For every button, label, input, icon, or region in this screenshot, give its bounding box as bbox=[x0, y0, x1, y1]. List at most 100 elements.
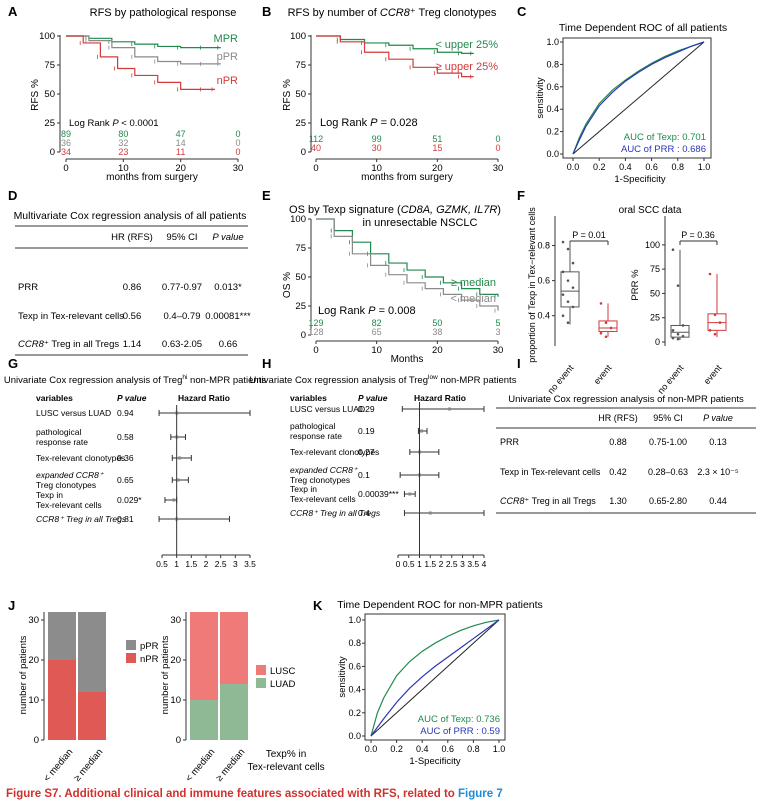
b-ytick-label: 50 bbox=[295, 89, 306, 100]
panel-i-header-p: P value bbox=[703, 413, 733, 423]
g-hr-point bbox=[178, 456, 182, 460]
b-ytick-label: 0 bbox=[301, 147, 306, 158]
h-xtick-label: 0.5 bbox=[403, 559, 415, 569]
panel-c-auc-texp: AUC of Texp: 0.701 bbox=[624, 132, 706, 143]
figure-caption-link[interactable]: Figure 7 bbox=[458, 788, 503, 800]
figure-caption-main: Figure S7. Additional clinical and immun… bbox=[6, 788, 459, 800]
f1-datapoint bbox=[571, 286, 575, 289]
a-xtick-label: 10 bbox=[118, 163, 129, 174]
panel-c: Time Dependent ROC of all patients sensi… bbox=[535, 22, 727, 185]
panel-h-title: Univariate Cox regression analysis of Tr… bbox=[250, 374, 517, 386]
panel-a-label-ppr: pPR bbox=[217, 51, 238, 63]
panel-c-auc-prr: AUC of PRR : 0.686 bbox=[621, 144, 706, 155]
panel-g-col-hr: Hazard Ratio bbox=[178, 393, 230, 403]
panel-j-ylabel-2: number of patients bbox=[160, 635, 171, 714]
panel-b-yticks: 100 75 50 25 0 bbox=[290, 31, 311, 158]
f2-datapoint bbox=[718, 321, 722, 324]
panel-i: Univariate Cox regression analysis of no… bbox=[496, 394, 756, 514]
panel-letter-h: H bbox=[262, 356, 271, 371]
panel-e-label-high: ≥ median bbox=[451, 277, 496, 289]
panel-i-row2-hr: 0.42 bbox=[609, 467, 627, 477]
h-variable-label: Treg clonotypes bbox=[290, 475, 350, 485]
panel-j-bars-2 bbox=[190, 612, 248, 740]
a-xtick-label: 30 bbox=[233, 163, 244, 174]
panel-i-row1-ci: 0.75-1.00 bbox=[649, 437, 687, 447]
g-variable-label: Tex-relevant cells bbox=[36, 500, 102, 510]
panel-c-frame bbox=[562, 37, 712, 159]
panel-j-xlabel-1: Texp% in bbox=[266, 749, 307, 760]
panel-letter-i: I bbox=[517, 356, 521, 371]
f1-datapoint bbox=[561, 293, 565, 296]
j1-ytick-label: 10 bbox=[28, 695, 39, 706]
f2-datapoint bbox=[676, 284, 680, 287]
g-variable-label: Treg clonotypes bbox=[36, 480, 96, 490]
h-xtick-label: 2 bbox=[439, 559, 444, 569]
f1-datapoint bbox=[566, 321, 570, 325]
panel-e-ylabel: OS % bbox=[282, 272, 293, 298]
k-ytick-label: 0.0 bbox=[348, 731, 361, 741]
a-ytick-label: 100 bbox=[39, 31, 55, 42]
j1-ytick-label: 30 bbox=[28, 615, 39, 626]
h-xtick-label: 0 bbox=[396, 559, 401, 569]
panel-e-yticks: 100 75 50 25 0 bbox=[290, 214, 311, 341]
e-ytick-label: 0 bbox=[301, 330, 306, 341]
f2-box bbox=[670, 324, 690, 338]
a-risk-value: 80 bbox=[118, 129, 128, 139]
panel-j-legend-ppr-swatch bbox=[126, 640, 136, 650]
panel-f-p-2: P = 0.36 bbox=[681, 230, 715, 240]
panel-d-row3-ci: 0.63-2.05 bbox=[162, 339, 202, 350]
g-p-value: 0.65 bbox=[117, 475, 134, 485]
f2-ytick-label: 75 bbox=[650, 264, 660, 274]
c-ytick-label: 1.0 bbox=[546, 37, 559, 47]
c-xtick-label: 0.0 bbox=[567, 162, 580, 172]
h-xtick-label: 4 bbox=[482, 559, 487, 569]
a-risk-value: 11 bbox=[176, 147, 185, 157]
panel-d-row1-p: 0.013* bbox=[214, 282, 242, 293]
g-xtick-label: 3.5 bbox=[244, 559, 256, 569]
h-p-value: 0.00039*** bbox=[358, 489, 399, 499]
panel-k-auc-prr: AUC of PRR : 0.59 bbox=[420, 726, 500, 737]
panel-a-label-npr: nPR bbox=[217, 75, 238, 87]
panel-i-header-ci: 95% CI bbox=[653, 413, 683, 423]
panel-c-xticks: 0.0 0.2 0.4 0.6 0.8 1.0 bbox=[567, 158, 710, 172]
panel-g-rows: LUSC versus LUAD 0.94 pathologicalresponse… bbox=[36, 408, 142, 524]
h-variable-label: Texp in bbox=[290, 484, 317, 494]
panel-d-row3-p: 0.66 bbox=[219, 339, 238, 350]
panel-a-ylabel: RFS % bbox=[30, 79, 41, 111]
panel-i-row2-label: Texp in Tex-relevant cells bbox=[500, 467, 601, 477]
panel-b: RFS by number of CCR8⁺ Treg clonotypes R… bbox=[282, 7, 503, 183]
panel-k-xticks: 0.0 0.2 0.4 0.6 0.8 1.0 bbox=[365, 740, 505, 754]
panel-d-header-hr: HR (RFS) bbox=[111, 232, 153, 243]
panel-b-xticks: 0 10 20 30 bbox=[313, 159, 503, 174]
panel-i-row3-hr: 1.30 bbox=[609, 496, 627, 506]
b-risk-value: 15 bbox=[432, 143, 442, 153]
panel-f-yticks-1: 0.8 0.6 0.4 bbox=[537, 241, 555, 321]
panel-g: Univariate Cox regression analysis of Tr… bbox=[4, 374, 266, 569]
panel-c-title: Time Dependent ROC of all patients bbox=[559, 22, 727, 34]
g-variable-label: Texp in bbox=[36, 490, 63, 500]
panel-e-title-2: in unresectable NSCLC bbox=[363, 217, 478, 229]
panel-j-legend-lusc-swatch bbox=[256, 665, 266, 675]
a-risk-value: 0 bbox=[235, 129, 240, 139]
panel-d: Multivariate Cox regression analysis of … bbox=[14, 210, 251, 356]
panel-a-xticks: 0 10 20 30 bbox=[63, 159, 243, 174]
panel-g-forest: 0.5 1 1.5 2 2.5 3 3.5 bbox=[156, 405, 256, 569]
k-ytick-label: 1.0 bbox=[348, 615, 361, 625]
k-xtick-label: 0.4 bbox=[416, 744, 429, 754]
panel-f-boxes-2 bbox=[670, 248, 727, 341]
a-ytick-label: 0 bbox=[50, 147, 55, 158]
e-xtick-label: 20 bbox=[432, 345, 443, 356]
b-ytick-label: 75 bbox=[295, 60, 306, 71]
panel-i-row3-label: CCR8⁺ Treg in all Tregs bbox=[500, 496, 596, 506]
g-xtick-label: 0.5 bbox=[156, 559, 168, 569]
panel-letter-k: K bbox=[313, 598, 323, 613]
f1-datapoint bbox=[566, 300, 570, 303]
g-p-value: 0.81 bbox=[117, 514, 134, 524]
h-hr-point bbox=[408, 492, 412, 496]
f1-datapoint bbox=[566, 247, 570, 251]
h-hr-point bbox=[420, 429, 424, 433]
e-km-curve bbox=[316, 218, 499, 311]
panel-d-row1-label: PRR bbox=[18, 282, 38, 293]
e-ytick-label: 75 bbox=[295, 243, 306, 254]
panel-j-cat-2b: ≥ median bbox=[214, 747, 248, 784]
